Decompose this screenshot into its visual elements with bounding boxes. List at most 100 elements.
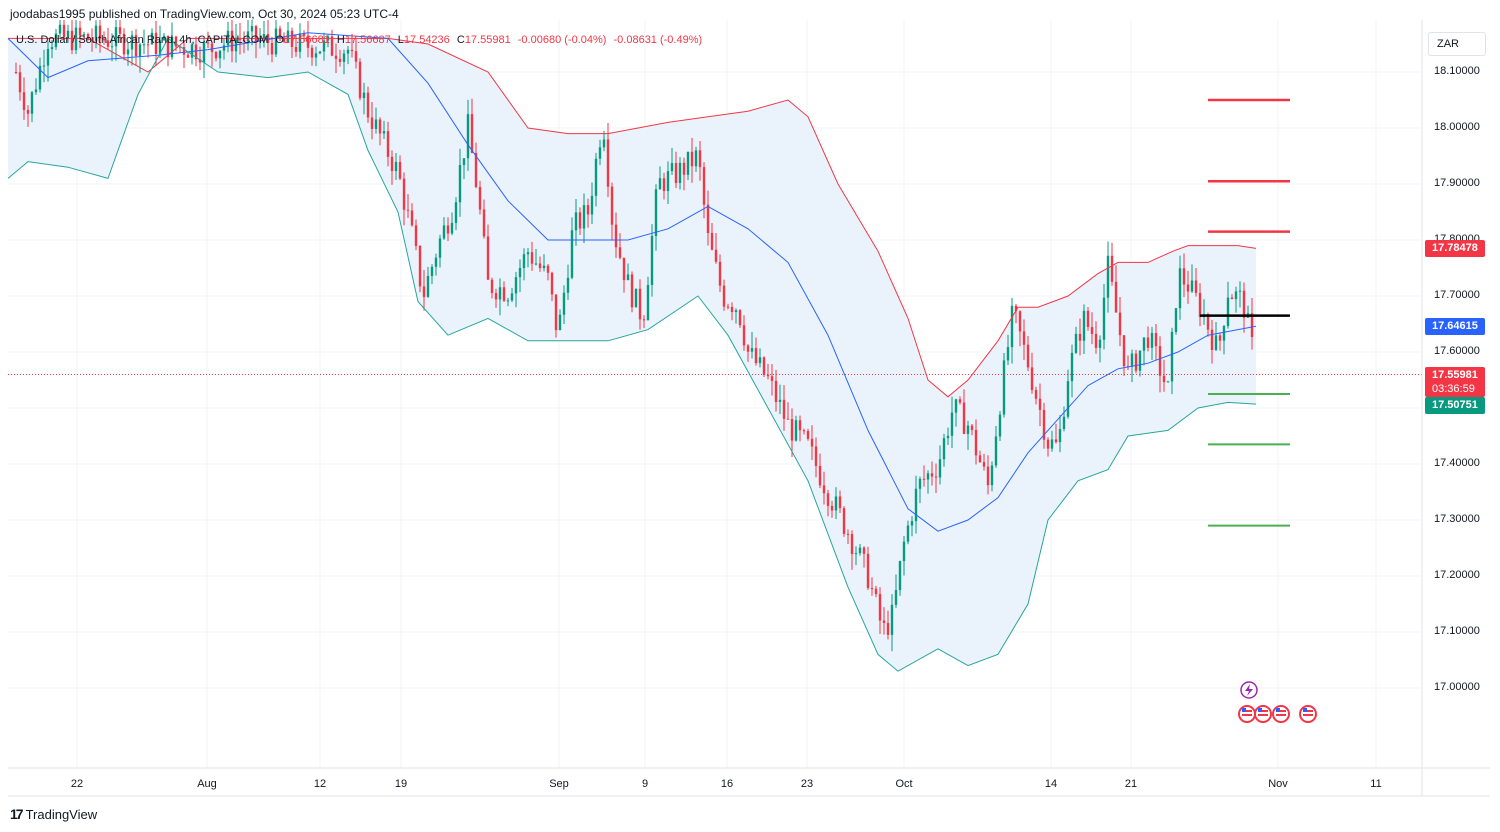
candle: [866, 546, 870, 591]
candle: [758, 348, 762, 368]
candle: [574, 198, 578, 246]
candle-body: [250, 26, 254, 32]
candle: [870, 577, 874, 596]
candle: [710, 222, 714, 251]
candle: [374, 107, 378, 134]
candle-body: [814, 446, 818, 466]
candle-body: [122, 33, 126, 55]
candle-body: [274, 28, 278, 55]
candle-body: [762, 357, 766, 375]
candle-body: [534, 263, 538, 265]
candle-body: [462, 158, 466, 166]
candle-body: [594, 158, 598, 196]
candle-body: [742, 325, 746, 346]
lightning-event-icon[interactable]: [1240, 681, 1258, 699]
candle: [38, 57, 42, 93]
candle-body: [726, 306, 730, 308]
candle-body: [1078, 333, 1082, 341]
candle: [182, 42, 186, 68]
candle-body: [586, 205, 590, 215]
currency-button[interactable]: ZAR: [1428, 32, 1486, 56]
candle: [346, 45, 350, 65]
candle: [418, 245, 422, 293]
us-flag-icon[interactable]: [1272, 705, 1290, 723]
us-flag-icon[interactable]: [1299, 705, 1317, 723]
candle: [986, 455, 990, 495]
candle: [918, 476, 922, 504]
candle-body: [146, 44, 150, 46]
candle-body: [114, 27, 118, 47]
candle-body: [422, 286, 426, 297]
candle: [270, 36, 274, 63]
candle: [694, 146, 698, 173]
candle-body: [382, 131, 386, 134]
candle-body: [918, 478, 922, 489]
candle: [126, 42, 130, 66]
candle-body: [450, 222, 454, 234]
candle: [626, 263, 630, 281]
candle: [322, 32, 326, 61]
candle: [94, 20, 98, 49]
candle: [526, 247, 530, 268]
candle-body: [394, 161, 398, 172]
candle-body: [430, 266, 434, 277]
candle: [930, 461, 934, 486]
candle: [646, 276, 650, 321]
candle-body: [1114, 281, 1118, 313]
candle: [14, 62, 18, 75]
candle: [202, 36, 206, 79]
candle: [1014, 303, 1018, 324]
candle: [1018, 310, 1022, 347]
candle: [42, 49, 46, 83]
economic-events[interactable]: [1238, 680, 1328, 731]
candle: [342, 49, 346, 75]
candle: [682, 157, 686, 191]
tradingview-brand[interactable]: 17 TradingView: [10, 806, 97, 822]
candle: [1026, 335, 1030, 372]
candle: [1138, 350, 1142, 377]
candle: [206, 31, 210, 49]
candle: [1046, 437, 1050, 457]
candle: [654, 184, 658, 251]
candle: [282, 32, 286, 43]
candle-body: [86, 34, 90, 40]
candle: [590, 182, 594, 225]
candle: [794, 415, 798, 442]
candle: [506, 297, 510, 307]
chart-grid: [8, 20, 1422, 768]
candle: [150, 28, 154, 45]
candle: [470, 98, 474, 154]
candle: [310, 45, 314, 66]
candle-body: [1074, 333, 1078, 353]
basis-price-tag: 17.64615: [1425, 318, 1485, 335]
candle-body: [866, 553, 870, 589]
candle-body: [902, 541, 906, 562]
candle-body: [370, 117, 374, 129]
candle-body: [206, 42, 210, 44]
candle-body: [1230, 297, 1234, 300]
price-tick-label: 18.10000: [1434, 65, 1480, 77]
candle-body: [38, 65, 42, 90]
candle-body: [330, 36, 334, 56]
candle-body: [858, 547, 862, 554]
time-tick-label: 14: [1044, 778, 1058, 790]
candle: [566, 264, 570, 300]
us-flag-icon[interactable]: [1254, 705, 1272, 723]
candle-body: [406, 209, 410, 211]
candle: [878, 587, 882, 634]
candle-body: [642, 319, 646, 321]
candle-body: [566, 277, 570, 293]
candle-body: [782, 399, 786, 419]
candle: [938, 445, 942, 485]
symbol-name: U.S. Dollar / South African Rand, 4h, CA…: [16, 34, 269, 46]
us-flag-icon[interactable]: [1238, 705, 1256, 723]
candle: [1054, 423, 1058, 444]
candle: [982, 453, 986, 471]
candle: [946, 427, 950, 446]
last-price-tag: 17.55981 03:36:59: [1425, 367, 1485, 397]
candle-body: [850, 534, 854, 555]
candle: [570, 217, 574, 280]
candle: [1182, 253, 1186, 298]
candle-body: [1006, 347, 1010, 361]
